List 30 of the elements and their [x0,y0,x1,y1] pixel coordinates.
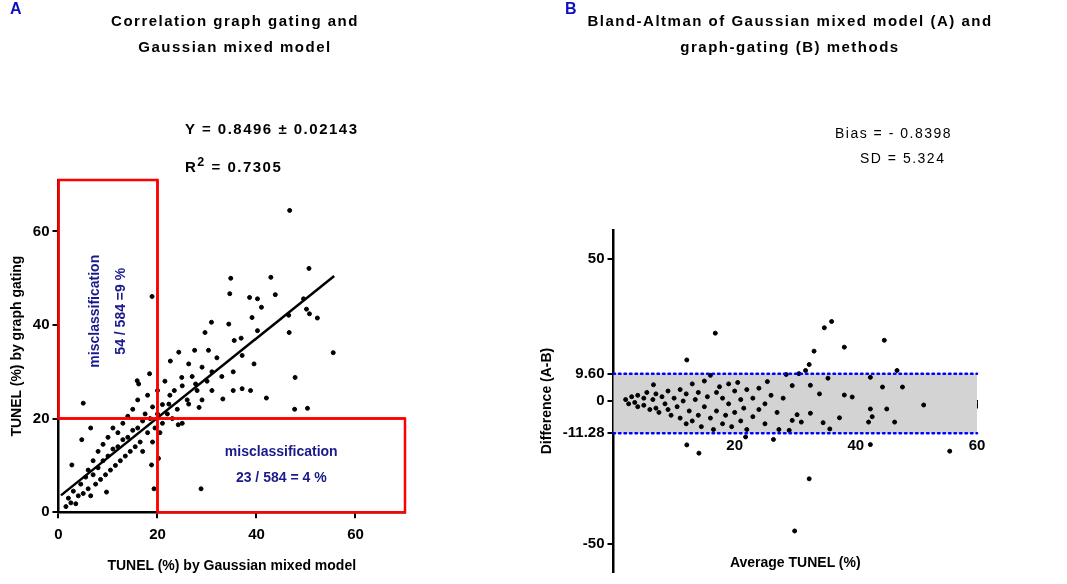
y-axis-title: Difference (A-B) [538,347,555,455]
y-tick-label: 0 [596,391,605,409]
text: A [10,0,22,18]
y-tick-label: 9.60 [575,363,605,381]
x-tick-label: 0 [54,525,63,543]
x-tick-label: 60 [347,525,364,543]
x-axis-title: Average TUNEL (%) [729,554,861,571]
y-tick-label: 20 [32,408,50,426]
text: SD = 5.324 [860,150,946,166]
chart-title: Bland-Altman of Gaussian mixed model (A) and graph-gating (B) methods [587,12,993,55]
text: R$^{2}$ = 0.7305 [185,155,283,175]
x-tick-label: 40 [847,436,865,454]
text: Y = 0.8496 ± 0.02143 [185,120,359,137]
y-tick-label: 0 [41,502,50,520]
text: Bias = - 0.8398 [835,125,953,141]
y-tick-label: 40 [32,315,50,333]
y-tick-label: -50 [582,533,605,551]
y-tick-label: 50 [587,248,605,266]
text: B [565,0,577,18]
x-tick-label: 40 [248,525,265,543]
x-axis-title: TUNEL (%) by Gaussian mixed model [107,557,357,574]
x-tick-label: 20 [726,436,744,454]
x-tick-label: 60 [968,436,986,454]
y-axis-title: TUNEL (%) by graph gating [8,255,25,437]
annotation: misclassification 54 / 584 =9 % [85,254,128,368]
x-tick-label: 20 [149,525,166,543]
y-tick-label: -11.28 [562,423,605,441]
annotation: misclassification 23 / 584 = 4 % [224,443,338,486]
y-tick-label: 60 [32,221,50,239]
chart-title: Correlation graph gating and Gaussian mixed model [110,11,360,57]
